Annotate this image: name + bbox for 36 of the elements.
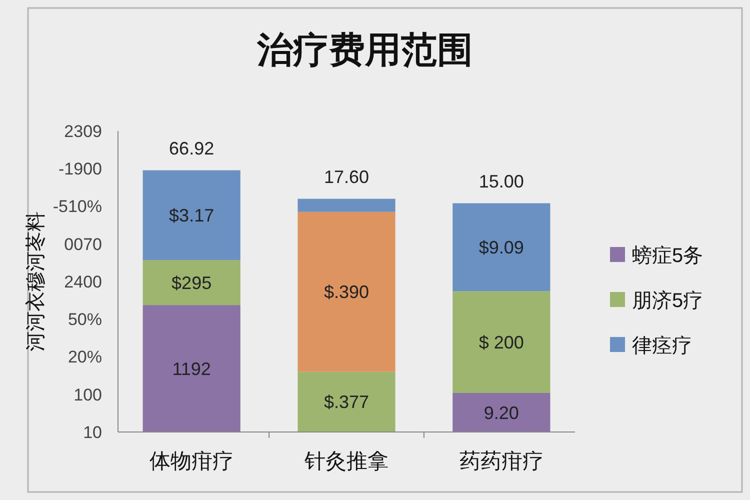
bar [452,203,550,292]
text: 50% [68,310,102,330]
text: 10 [83,422,102,442]
annotation: $ 200 [478,332,524,352]
bar [298,212,396,372]
annotation: 1192 [172,358,211,379]
legend-label: 螃症5务 [632,245,704,267]
bar [452,393,550,432]
bar [142,170,240,260]
bar [142,260,240,306]
text: 0070 [64,234,102,254]
x-tick-label: 药药疳疗 [459,450,544,473]
annotation: $9.09 [478,238,524,258]
annotation: $295 [172,272,212,293]
text: 100 [74,385,102,404]
x-tick-label: 体物疳疗 [150,450,234,473]
annotation: 17.60 [324,167,370,188]
annotation: 9.20 [484,402,519,423]
legend-label: 朋济5疗 [632,290,704,312]
annotation: 15.00 [478,172,524,192]
annotation: $.390 [324,282,370,302]
bar [142,305,240,432]
chart-title: 治疗费用范围 [256,29,473,70]
legend-label: 律痉疗 [632,335,692,357]
annotation: $.377 [324,392,370,412]
text: 20% [68,348,102,367]
text: 66.92 [169,138,214,159]
text: 2309 [64,122,102,141]
bar [298,198,396,212]
annotation: $3.17 [169,205,214,226]
bar [452,291,550,393]
x-tick-label: 针灸推拿 [304,450,388,473]
y-axis-title: 河河衣穆河苳料 [25,212,47,352]
text: -510% [52,197,102,216]
text: -1900 [58,160,102,179]
text: 2400 [64,272,102,292]
